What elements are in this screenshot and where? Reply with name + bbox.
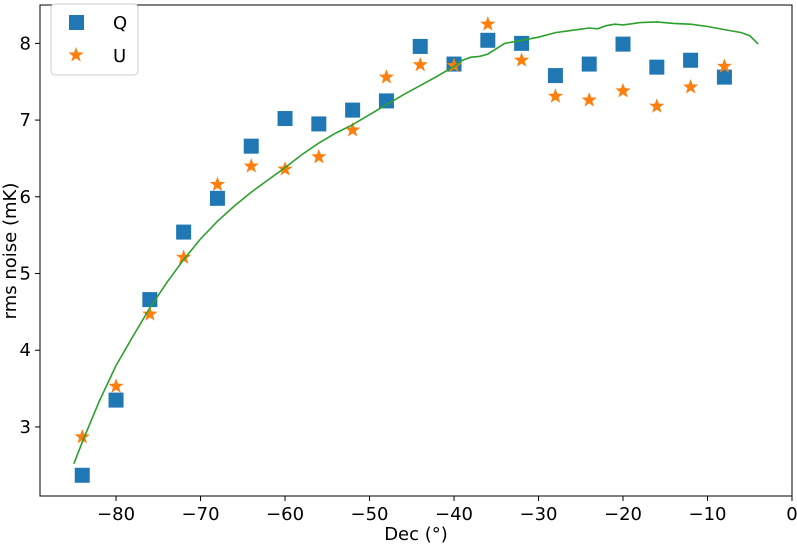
x-tick-label: −60 (266, 504, 304, 525)
x-tick-label: 0 (786, 504, 797, 525)
y-tick-label: 6 (20, 187, 31, 208)
x-tick-label: −50 (351, 504, 389, 525)
series-q-point (243, 138, 259, 154)
y-tick-label: 3 (20, 417, 31, 438)
legend: Q U (50, 3, 139, 76)
series-q-point (649, 59, 665, 75)
series-q-point (378, 93, 394, 109)
series-u-point (311, 148, 327, 164)
series-q-point (716, 69, 732, 85)
series-u-point (74, 428, 90, 444)
series-u-point (378, 69, 395, 84)
series-q-point (345, 102, 361, 118)
x-tick-label: −20 (604, 504, 642, 525)
series-q-point (311, 116, 327, 132)
series-u-point (716, 58, 733, 73)
series-model-line (73, 21, 759, 465)
series-q-point (277, 111, 293, 127)
series-q-point (108, 392, 124, 408)
plot-area (73, 16, 759, 483)
legend-q-marker (69, 15, 84, 30)
series-q-point (74, 467, 90, 483)
series-u-point (176, 249, 192, 264)
series-u-point (480, 16, 496, 31)
x-tick-label: −30 (520, 504, 558, 525)
series-q-point (412, 38, 428, 54)
y-axis-label: rms noise (mK) (0, 183, 21, 320)
y-axis: 3 4 5 6 7 8 (20, 33, 40, 438)
series-u-point (142, 306, 158, 321)
series-q-point (683, 52, 699, 68)
legend-q-label: Q (113, 13, 127, 34)
y-tick-label: 7 (20, 110, 31, 131)
series-q-point (514, 35, 530, 51)
series-u-point (108, 378, 124, 393)
series-u-point (412, 56, 428, 72)
series-u-point (209, 176, 226, 191)
x-tick-label: −80 (97, 504, 135, 525)
series-u-point (345, 122, 361, 137)
x-tick-label: −70 (182, 504, 220, 525)
y-tick-label: 8 (20, 33, 31, 54)
series-u-point (243, 158, 259, 173)
series-q-point (209, 190, 225, 206)
y-tick-label: 5 (20, 264, 31, 285)
legend-u-label: U (113, 46, 126, 67)
series-q-point (615, 36, 631, 52)
series-u-point (683, 79, 699, 94)
y-tick-label: 4 (20, 340, 31, 361)
series-u-point (547, 88, 564, 103)
series-u-point (615, 82, 631, 98)
series-q-point (176, 224, 192, 240)
series-u-point (649, 98, 665, 113)
series-q-point (547, 68, 563, 84)
series-u-point (514, 52, 530, 67)
x-axis: −80 −70 −60 −50 −40 −30 −20 −10 0 (97, 496, 797, 525)
axes-frame (39, 4, 793, 497)
series-u-point (446, 57, 462, 73)
legend-u-marker (68, 47, 84, 62)
series-u-point (581, 92, 597, 107)
x-tick-label: −40 (435, 504, 473, 525)
series-q-point (581, 56, 597, 72)
x-tick-label: −10 (689, 504, 727, 525)
x-axis-label: Dec (°) (384, 524, 448, 545)
series-q-point (480, 32, 496, 48)
